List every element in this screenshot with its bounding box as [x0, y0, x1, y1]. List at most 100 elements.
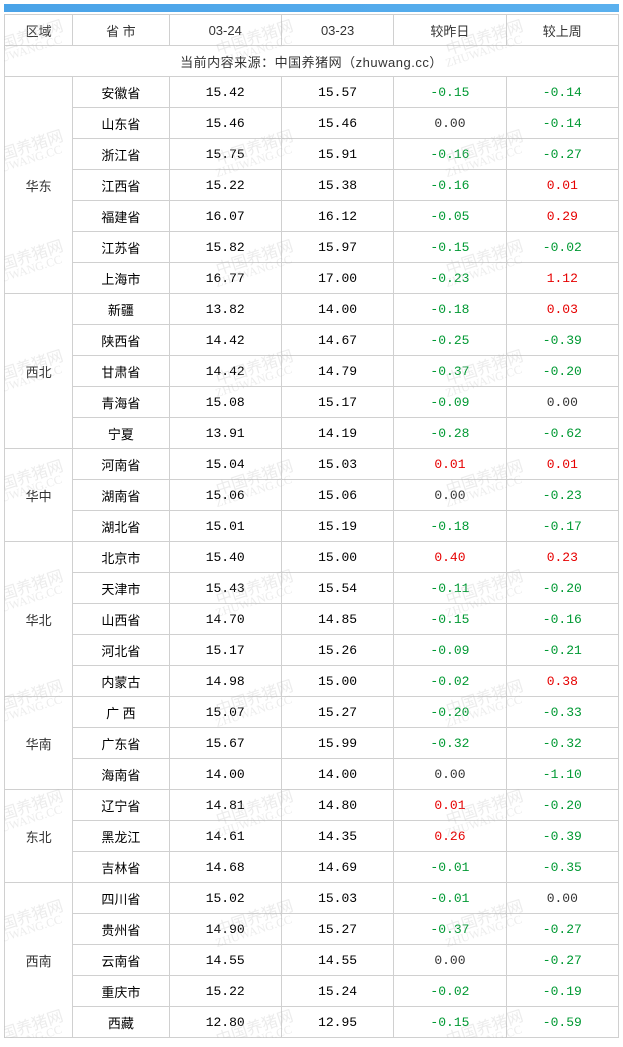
region-cell: 华中 [5, 449, 73, 542]
table-row: 内蒙古14.9815.00-0.020.38 [5, 666, 619, 697]
change-vs-lastweek: -0.17 [506, 511, 618, 542]
header-vs-lastweek: 较上周 [506, 15, 618, 46]
price-date1: 15.01 [169, 511, 281, 542]
price-date1: 15.07 [169, 697, 281, 728]
table-row: 西北新疆13.8214.00-0.180.03 [5, 294, 619, 325]
province-cell: 湖北省 [73, 511, 169, 542]
change-vs-lastweek: -0.16 [506, 604, 618, 635]
change-vs-lastweek: -0.14 [506, 77, 618, 108]
price-date2: 15.06 [281, 480, 393, 511]
price-date1: 15.82 [169, 232, 281, 263]
price-date1: 16.77 [169, 263, 281, 294]
table-row: 重庆市15.2215.24-0.02-0.19 [5, 976, 619, 1007]
province-cell: 浙江省 [73, 139, 169, 170]
province-cell: 河北省 [73, 635, 169, 666]
change-vs-yesterday: -0.05 [394, 201, 506, 232]
change-vs-yesterday: -0.23 [394, 263, 506, 294]
price-date2: 15.03 [281, 449, 393, 480]
province-cell: 贵州省 [73, 914, 169, 945]
change-vs-lastweek: -0.19 [506, 976, 618, 1007]
change-vs-lastweek: 1.12 [506, 263, 618, 294]
price-date1: 15.22 [169, 170, 281, 201]
province-cell: 福建省 [73, 201, 169, 232]
province-cell: 江西省 [73, 170, 169, 201]
province-cell: 安徽省 [73, 77, 169, 108]
change-vs-lastweek: -0.20 [506, 790, 618, 821]
price-date1: 14.42 [169, 325, 281, 356]
province-cell: 甘肃省 [73, 356, 169, 387]
change-vs-lastweek: -0.59 [506, 1007, 618, 1038]
table-row: 云南省14.5514.550.00-0.27 [5, 945, 619, 976]
province-cell: 内蒙古 [73, 666, 169, 697]
price-date2: 15.54 [281, 573, 393, 604]
price-date1: 15.04 [169, 449, 281, 480]
change-vs-lastweek: 0.29 [506, 201, 618, 232]
change-vs-yesterday: -0.15 [394, 604, 506, 635]
header-province: 省 市 [73, 15, 169, 46]
change-vs-yesterday: -0.25 [394, 325, 506, 356]
price-date1: 14.61 [169, 821, 281, 852]
change-vs-lastweek: -0.27 [506, 914, 618, 945]
price-date1: 15.40 [169, 542, 281, 573]
change-vs-lastweek: -0.14 [506, 108, 618, 139]
price-date2: 14.79 [281, 356, 393, 387]
price-date2: 14.67 [281, 325, 393, 356]
change-vs-lastweek: 0.38 [506, 666, 618, 697]
table-row: 河北省15.1715.26-0.09-0.21 [5, 635, 619, 666]
province-cell: 四川省 [73, 883, 169, 914]
price-date2: 14.69 [281, 852, 393, 883]
price-date2: 14.85 [281, 604, 393, 635]
price-date1: 15.17 [169, 635, 281, 666]
change-vs-lastweek: 0.01 [506, 170, 618, 201]
change-vs-yesterday: -0.16 [394, 170, 506, 201]
change-vs-yesterday: 0.00 [394, 759, 506, 790]
price-date1: 14.70 [169, 604, 281, 635]
change-vs-yesterday: -0.02 [394, 666, 506, 697]
table-row: 上海市16.7717.00-0.231.12 [5, 263, 619, 294]
price-date2: 14.35 [281, 821, 393, 852]
price-date1: 15.08 [169, 387, 281, 418]
change-vs-yesterday: -0.11 [394, 573, 506, 604]
header-row: 区域 省 市 03-24 03-23 较昨日 较上周 [5, 15, 619, 46]
price-date1: 15.22 [169, 976, 281, 1007]
change-vs-yesterday: 0.01 [394, 790, 506, 821]
price-date1: 13.82 [169, 294, 281, 325]
table-row: 宁夏13.9114.19-0.28-0.62 [5, 418, 619, 449]
change-vs-lastweek: -0.20 [506, 356, 618, 387]
change-vs-yesterday: -0.18 [394, 511, 506, 542]
price-date2: 15.97 [281, 232, 393, 263]
change-vs-yesterday: -0.09 [394, 387, 506, 418]
table-row: 西藏12.8012.95-0.15-0.59 [5, 1007, 619, 1038]
price-date2: 15.17 [281, 387, 393, 418]
province-cell: 吉林省 [73, 852, 169, 883]
price-date2: 14.19 [281, 418, 393, 449]
price-date1: 14.90 [169, 914, 281, 945]
table-row: 吉林省14.6814.69-0.01-0.35 [5, 852, 619, 883]
change-vs-lastweek: 0.00 [506, 387, 618, 418]
price-date2: 15.00 [281, 666, 393, 697]
province-cell: 宁夏 [73, 418, 169, 449]
change-vs-lastweek: -0.27 [506, 139, 618, 170]
province-cell: 辽宁省 [73, 790, 169, 821]
header-vs-yesterday: 较昨日 [394, 15, 506, 46]
province-cell: 北京市 [73, 542, 169, 573]
price-date2: 14.00 [281, 759, 393, 790]
change-vs-yesterday: 0.26 [394, 821, 506, 852]
table-row: 海南省14.0014.000.00-1.10 [5, 759, 619, 790]
price-date1: 14.42 [169, 356, 281, 387]
change-vs-lastweek: -0.23 [506, 480, 618, 511]
source-row: 当前内容来源：中国养猪网（zhuwang.cc） [5, 46, 619, 77]
change-vs-lastweek: -0.27 [506, 945, 618, 976]
table-row: 西南四川省15.0215.03-0.010.00 [5, 883, 619, 914]
change-vs-lastweek: -0.21 [506, 635, 618, 666]
price-date1: 15.06 [169, 480, 281, 511]
change-vs-yesterday: -0.37 [394, 356, 506, 387]
change-vs-lastweek: -0.39 [506, 821, 618, 852]
change-vs-lastweek: -0.20 [506, 573, 618, 604]
change-vs-yesterday: 0.00 [394, 108, 506, 139]
province-cell: 上海市 [73, 263, 169, 294]
price-date1: 15.46 [169, 108, 281, 139]
table-row: 甘肃省14.4214.79-0.37-0.20 [5, 356, 619, 387]
province-cell: 青海省 [73, 387, 169, 418]
province-cell: 陕西省 [73, 325, 169, 356]
